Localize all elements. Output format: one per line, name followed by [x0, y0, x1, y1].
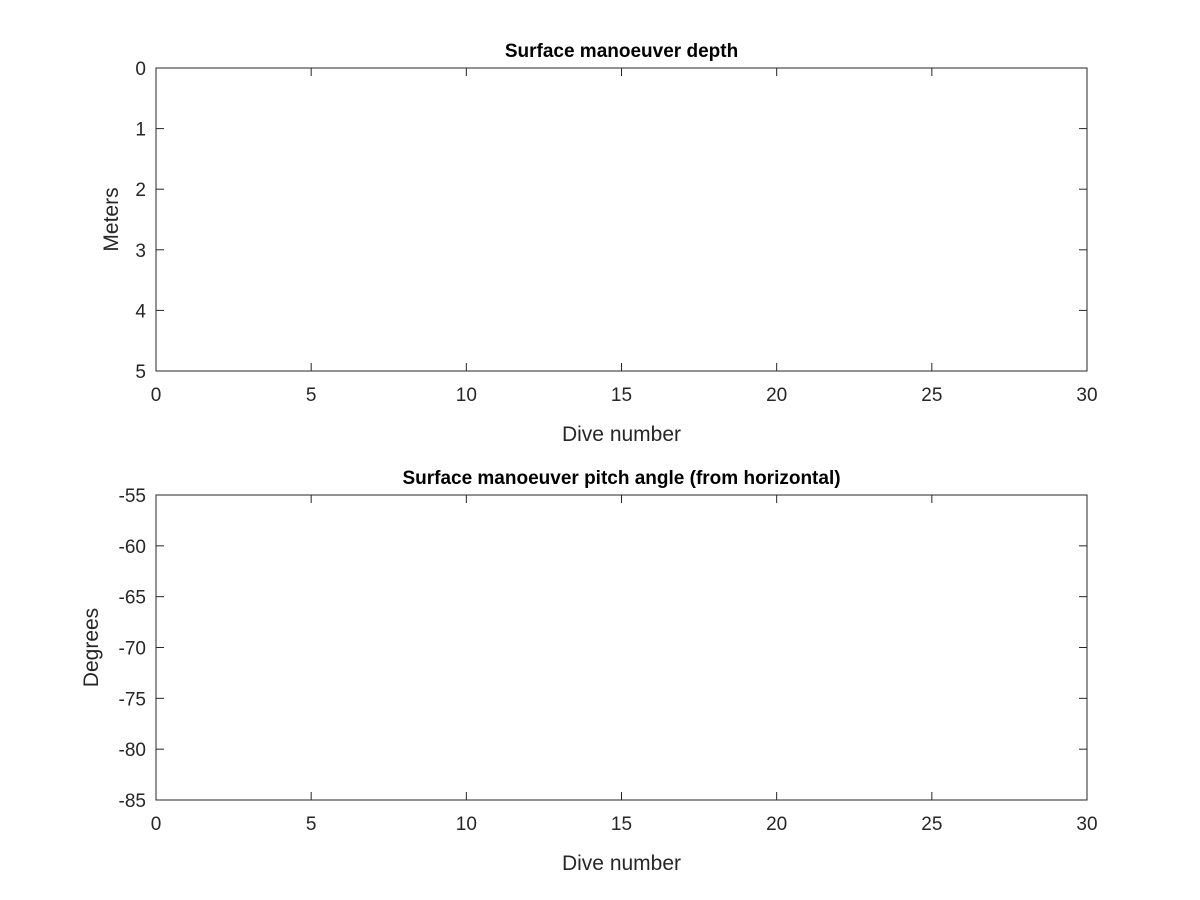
subplot-2: 0 5 10 15 20 25 30 -55 -60 -65 -70 -75 -80 -85 Surface…: [80, 468, 1098, 875]
x-tick-label: 20: [766, 814, 787, 835]
y-tick-label: 5: [135, 362, 146, 383]
x-tick-label: 30: [1076, 385, 1097, 406]
x-tick-label: 15: [611, 385, 632, 406]
y-axis-label: Meters: [100, 187, 123, 251]
y-tick-label: -70: [119, 639, 146, 660]
x-tick-label: 30: [1076, 814, 1097, 835]
x-tick-label: 25: [921, 385, 942, 406]
x-tick-label: 0: [151, 385, 162, 406]
y-tick-label: -60: [119, 537, 146, 558]
x-axis-label: Dive number: [562, 852, 681, 875]
axes-frame: [155, 67, 1088, 372]
x-axis-label: Dive number: [562, 423, 681, 446]
y-tick-label: 3: [135, 241, 146, 262]
y-tick-label: -85: [119, 791, 146, 812]
x-tick-label: 15: [611, 814, 632, 835]
x-tick-label: 20: [766, 385, 787, 406]
y-tick-label: -55: [119, 486, 146, 507]
x-tick-label: 10: [456, 814, 477, 835]
x-tick-label: 5: [306, 385, 317, 406]
y-tick-label: -75: [119, 689, 146, 710]
y-tick-label: 2: [135, 180, 146, 201]
y-tick-label: 0: [135, 59, 146, 80]
x-tick-label: 0: [151, 814, 162, 835]
y-tick-label: -80: [119, 740, 146, 761]
y-tick-label: -65: [119, 588, 146, 609]
y-tick-label: 1: [135, 120, 146, 141]
chart-title: Surface manoeuver pitch angle (from hori…: [402, 468, 840, 489]
x-tick-label: 10: [456, 385, 477, 406]
chart-title: Surface manoeuver depth: [505, 41, 738, 62]
axes-frame: [155, 494, 1088, 801]
x-tick-label: 25: [921, 814, 942, 835]
x-tick-label: 5: [306, 814, 317, 835]
y-axis-label: Degrees: [80, 608, 103, 687]
y-tick-label: 4: [135, 301, 146, 322]
